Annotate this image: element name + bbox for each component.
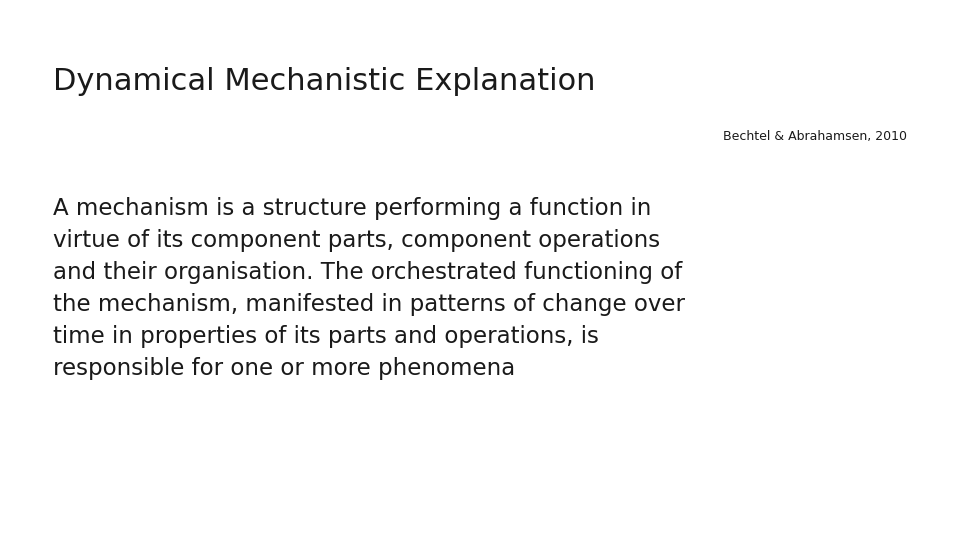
Text: Bechtel & Abrahamsen, 2010: Bechtel & Abrahamsen, 2010 [723,130,907,143]
Text: Dynamical Mechanistic Explanation: Dynamical Mechanistic Explanation [53,68,595,97]
Text: A mechanism is a structure performing a function in
virtue of its component part: A mechanism is a structure performing a … [53,197,684,380]
